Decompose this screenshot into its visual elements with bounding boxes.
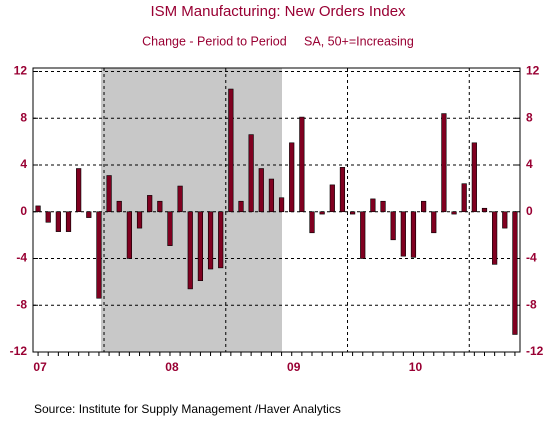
recession-shade [101,68,282,352]
bar [370,198,376,213]
bar [96,211,102,299]
y-tick-label: 0 [20,204,27,218]
y2-tick-label: 4 [526,157,533,171]
y2-tick-label: -4 [526,251,537,265]
bar [329,184,335,213]
bar [278,197,285,213]
bar [76,168,82,213]
bar [319,211,325,215]
bar [339,167,346,213]
source-note: Source: Institute for Supply Management … [34,402,341,416]
bar [228,88,234,213]
bar [187,211,193,290]
bar [35,205,41,213]
bar [45,211,51,223]
y-tick-label: -8 [16,297,27,311]
x-tick-label: 09 [287,360,301,374]
bar [431,211,437,234]
bar [309,211,315,234]
bar [248,134,254,213]
bar [258,168,264,213]
y2-tick-label: -8 [526,297,537,311]
bar [502,211,508,229]
x-tick-label: 10 [409,360,423,374]
x-tick-label: 08 [165,360,179,374]
bar [106,175,112,213]
y-tick-label: 8 [20,110,27,124]
bar [410,211,417,258]
bar [126,211,132,259]
bar [65,211,72,232]
bar [207,211,214,270]
bar [218,211,224,269]
bar [512,211,518,335]
bar [461,183,467,213]
bar [197,211,204,282]
bar [55,211,61,232]
bar [360,211,366,259]
chart-subtitle: Change - Period to Period SA, 50+=Increa… [142,34,414,48]
bar [380,200,386,213]
bar [492,211,498,265]
bar [441,113,447,213]
y-tick-label: 4 [20,157,27,171]
bar [136,211,143,229]
y2-tick-label: 0 [526,204,533,218]
y-tick-label: -12 [10,344,28,358]
y-tick-label: 12 [14,64,28,78]
bar [167,211,173,246]
bar [116,200,122,213]
bar [289,142,295,213]
chart-title: ISM Manufacturing: New Orders Index [150,3,406,20]
bar [299,116,305,213]
bar [451,211,457,215]
bar [238,200,244,213]
bar [421,200,427,213]
bar [268,178,275,213]
bar [177,185,183,213]
x-tick-label: 07 [33,360,47,374]
bar [86,211,92,218]
y2-tick-label: 8 [526,110,533,124]
plot-frame [32,67,521,353]
bar [147,195,153,213]
y2-tick-label: 12 [526,64,540,78]
bar [400,211,406,257]
bar [157,200,163,213]
y2-tick-label: -12 [526,344,544,358]
y-tick-label: -4 [16,251,27,265]
bar [349,211,356,215]
bar [390,211,396,241]
bar [481,207,488,213]
bar [471,142,477,213]
